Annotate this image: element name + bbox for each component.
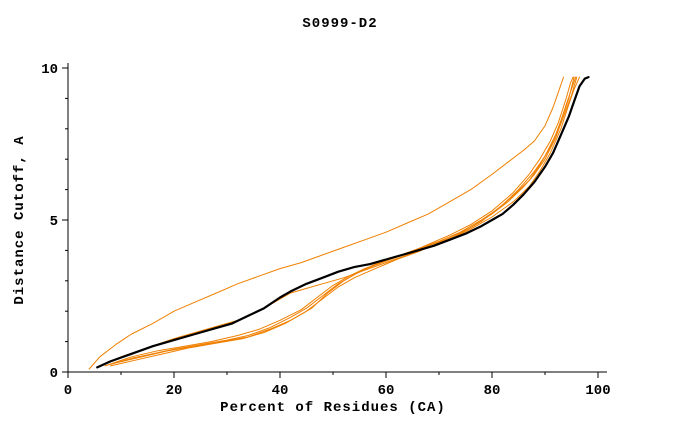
x-tick-label: 0 [64,383,72,399]
series-orange-high [88,76,564,370]
x-tick-label: 80 [484,383,501,399]
series-orange-5 [104,76,574,367]
series-orange-4 [109,76,575,367]
y-tick-label: 0 [50,366,58,382]
series-black [96,75,590,369]
series-orange-2 [109,76,578,365]
series-orange-1 [99,76,580,367]
x-tick-label: 20 [166,383,183,399]
y-tick-label: 5 [50,214,58,230]
chart-title: S0999-D2 [302,16,378,32]
x-tick-label: 40 [272,383,289,399]
x-tick-label: 100 [585,383,610,399]
series-orange-3 [115,76,577,364]
x-axis-label: Percent of Residues (CA) [220,400,446,416]
x-tick-label: 60 [378,383,395,399]
y-tick-label: 10 [41,62,58,78]
